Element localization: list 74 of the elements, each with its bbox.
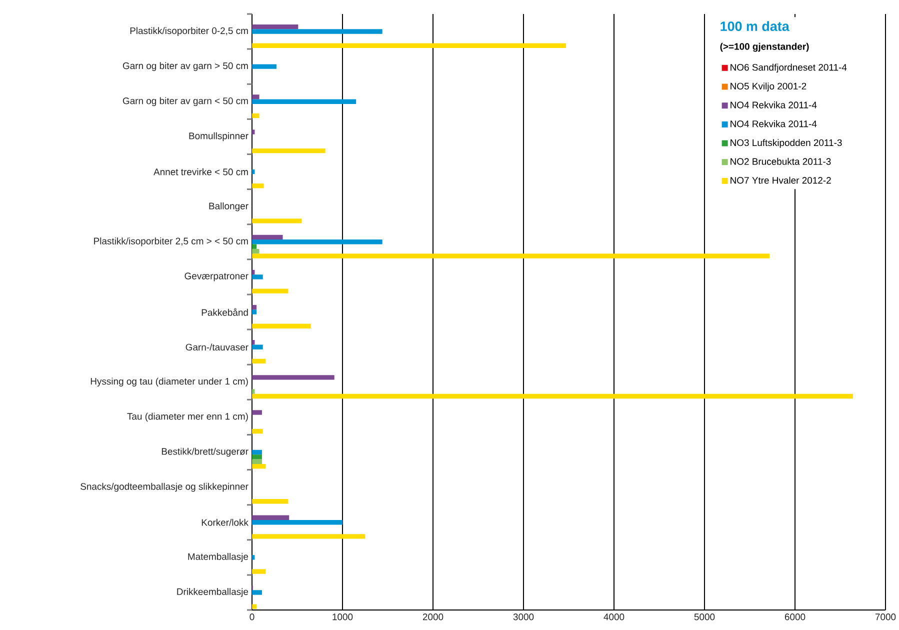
- text: (>=100 gjenstander): [720, 42, 809, 52]
- x-tick-label: 6000: [784, 614, 806, 620]
- bar: [252, 248, 260, 254]
- y-tick-label: Plastikk/isoporbiter 0-2,5 cm: [130, 27, 248, 36]
- bar: [252, 450, 262, 455]
- bar: [252, 520, 342, 525]
- y-tick-label: Snacks/godteemballasje og slikkepinner: [80, 482, 248, 492]
- y-tick-label: Bomullspinner: [189, 132, 248, 142]
- legend-label: NO3 Luftskipodden 2011-3: [730, 139, 842, 148]
- bar: [252, 99, 356, 104]
- bar: [252, 454, 262, 460]
- bar: [252, 389, 255, 394]
- bar: [252, 234, 283, 240]
- bar: [252, 324, 311, 328]
- x-tick-label: 5000: [694, 614, 715, 620]
- bar: [252, 344, 263, 350]
- bar: [252, 515, 290, 520]
- bar: [252, 428, 263, 434]
- y-tick-label: Plastikk/isoporbiter 2,5 cm > < 50 cm: [94, 237, 248, 246]
- bar: [252, 29, 382, 34]
- legend-label: NO5 Kviljo 2001-2: [730, 82, 806, 92]
- bar: [252, 394, 853, 399]
- x-tick-label: 2000: [422, 614, 444, 620]
- legend-label: NO2 Brucebukta 2011-3: [730, 158, 831, 165]
- x-tick-label: 4000: [604, 614, 624, 620]
- bar: [252, 288, 288, 294]
- y-tick-label: Tau (diameter mer enn 1 cm): [127, 412, 248, 422]
- bar: [252, 590, 262, 595]
- bar: [252, 358, 266, 364]
- y-tick-label: Bestikk/brett/sugerør: [162, 448, 248, 457]
- bar: [252, 499, 288, 504]
- bar: [252, 130, 255, 134]
- legend-label: NO4 Rekvika 2011-4: [730, 120, 817, 128]
- bar: [252, 464, 266, 469]
- bar: [252, 240, 382, 244]
- bar: [252, 555, 255, 560]
- y-tick-label: Garn og biter av garn > 50 cm: [122, 62, 248, 71]
- bar: [252, 244, 257, 249]
- chart-title: 100 m data: [720, 21, 790, 32]
- bar: [252, 534, 366, 539]
- bar: [252, 148, 326, 154]
- y-tick-label: Garn-/tauvaser: [186, 344, 248, 351]
- bar: [252, 569, 266, 574]
- bar: [252, 304, 257, 310]
- bar: [252, 604, 257, 609]
- bar: [252, 94, 260, 100]
- y-tick-label: Annet trevirke < 50 cm: [154, 168, 248, 176]
- bar: [252, 24, 298, 30]
- bar: [252, 113, 260, 118]
- y-tick-label: Korker/lokk: [202, 518, 248, 526]
- bar: [252, 410, 262, 415]
- bar: [252, 184, 264, 188]
- x-tick-label: 3000: [513, 614, 534, 620]
- bar: [252, 274, 263, 280]
- y-tick-label: Ballonger: [209, 202, 248, 212]
- legend-label: NO7 Ytre Hvaler 2012-2: [730, 176, 831, 184]
- y-tick-label: Garn og biter av garn < 50 cm: [122, 97, 248, 106]
- x-tick-label: 0: [250, 614, 254, 620]
- y-tick-label: Geværpatroner: [184, 272, 248, 282]
- legend-label: NO4 Rekvika 2011-4: [730, 101, 817, 108]
- bar: [252, 375, 334, 380]
- legend-label: NO6 Sandfjordneset 2011-4: [730, 64, 847, 73]
- y-tick-label: Drikkeemballasje: [177, 588, 248, 597]
- bar: [252, 254, 770, 258]
- bar: [252, 310, 257, 314]
- bar: [252, 43, 566, 48]
- x-tick-label: 7000: [875, 614, 896, 620]
- x-tick-label: 1000: [332, 614, 353, 620]
- bar: [252, 64, 276, 69]
- y-tick-label: Hyssing og tau (diameter under 1 cm): [90, 378, 248, 387]
- y-tick-label: Pakkebånd: [202, 308, 248, 316]
- bar: [252, 218, 302, 224]
- y-tick-label: Matemballasje: [188, 553, 248, 562]
- bar: [252, 459, 262, 464]
